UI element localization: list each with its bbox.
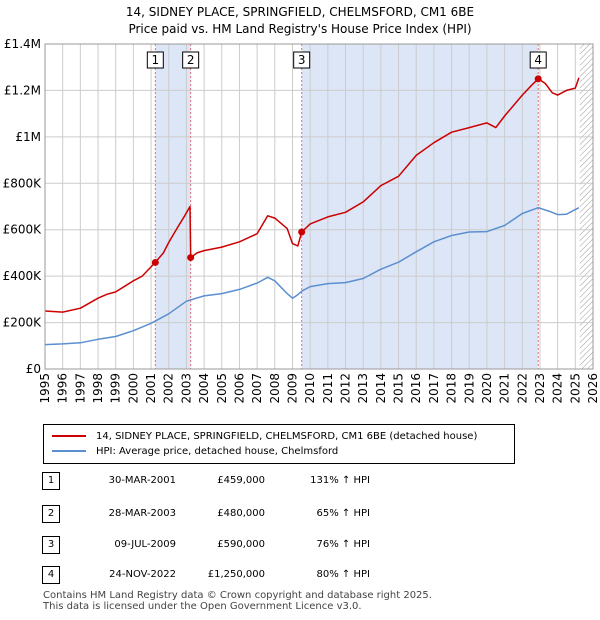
x-tick-label: 2015 bbox=[392, 373, 406, 404]
sale-hpi-change: 80% ↑ HPI bbox=[316, 569, 370, 580]
x-tick-label: 2007 bbox=[250, 373, 264, 404]
sale-number-badge: 3 bbox=[42, 536, 60, 554]
sale-hpi-change: 65% ↑ HPI bbox=[316, 508, 370, 519]
y-tick-label: £400K bbox=[3, 269, 43, 283]
shaded-period bbox=[155, 44, 191, 369]
x-tick-label: 2012 bbox=[339, 373, 353, 404]
x-tick-label: 2026 bbox=[586, 373, 600, 404]
y-tick-label: £1.2M bbox=[4, 83, 41, 97]
sale-date: 24-NOV-2022 bbox=[109, 569, 176, 580]
legend-swatch-property bbox=[52, 435, 86, 437]
x-tick-label: 2003 bbox=[179, 373, 193, 404]
y-tick-label: £1.4M bbox=[4, 37, 41, 51]
x-tick-label: 2013 bbox=[356, 373, 370, 404]
legend-item-hpi: HPI: Average price, detached house, Chel… bbox=[52, 445, 338, 459]
x-tick-label: 2000 bbox=[126, 373, 140, 404]
x-tick-label: 2011 bbox=[321, 373, 335, 404]
x-tick-label: 1999 bbox=[109, 373, 123, 404]
sale-point bbox=[534, 75, 542, 83]
plot-frame bbox=[44, 43, 594, 370]
x-tick-label: 2014 bbox=[374, 373, 388, 404]
sale-price: £459,000 bbox=[217, 475, 265, 486]
price-chart: 1 2 3 4 £0 £200K £400K £600K £800K £1M £1.2M £1.4M… bbox=[3, 37, 600, 404]
x-tick-label: 2021 bbox=[498, 373, 512, 404]
x-tick-label: 2010 bbox=[303, 373, 317, 404]
x-tick-label: 1997 bbox=[73, 373, 87, 404]
sale-number-badge: 1 bbox=[42, 472, 60, 490]
y-tick-label: £800K bbox=[3, 176, 43, 190]
sale-point bbox=[187, 254, 195, 262]
x-tick-label: 2022 bbox=[515, 373, 529, 404]
sale-point bbox=[151, 258, 159, 266]
x-tick-label: 2017 bbox=[427, 373, 441, 404]
legend-label-hpi: HPI: Average price, detached house, Chel… bbox=[96, 446, 339, 457]
sale-row: 1 30-MAR-2001 £459,000 131% ↑ HPI bbox=[42, 472, 462, 492]
sale-row: 4 24-NOV-2022 £1,250,000 80% ↑ HPI bbox=[42, 566, 462, 586]
y-tick-label: £1M bbox=[15, 130, 41, 144]
x-tick-label: 2024 bbox=[551, 373, 565, 404]
x-tick-label: 2005 bbox=[215, 373, 229, 404]
footer-line-2: This data is licensed under the Open Gov… bbox=[43, 601, 362, 612]
x-tick-label: 2002 bbox=[162, 373, 176, 404]
forecast-hatch bbox=[579, 44, 593, 369]
sale-number-badge: 2 bbox=[42, 505, 60, 523]
chart-title: 14, SIDNEY PLACE, SPRINGFIELD, CHELMSFOR… bbox=[0, 4, 600, 38]
x-tick-label: 1996 bbox=[56, 373, 70, 404]
sale-hpi-change: 131% ↑ HPI bbox=[310, 475, 370, 486]
sale-marker-box bbox=[293, 51, 311, 69]
sale-price: £480,000 bbox=[217, 508, 265, 519]
x-tick-label: 2019 bbox=[462, 373, 476, 404]
sale-price: £590,000 bbox=[217, 539, 265, 550]
legend-item-property: 14, SIDNEY PLACE, SPRINGFIELD, CHELMSFOR… bbox=[52, 430, 477, 444]
legend-label-property: 14, SIDNEY PLACE, SPRINGFIELD, CHELMSFOR… bbox=[96, 431, 478, 442]
legend: 14, SIDNEY PLACE, SPRINGFIELD, CHELMSFOR… bbox=[43, 424, 515, 464]
x-tick-label: 1998 bbox=[91, 373, 105, 404]
x-tick-label: 1995 bbox=[38, 373, 52, 404]
sale-price: £1,250,000 bbox=[207, 569, 265, 580]
sale-row: 2 28-MAR-2003 £480,000 65% ↑ HPI bbox=[42, 505, 462, 525]
sale-marker-box bbox=[182, 51, 200, 69]
x-tick-label: 2020 bbox=[480, 373, 494, 404]
title-line-1: 14, SIDNEY PLACE, SPRINGFIELD, CHELMSFOR… bbox=[125, 5, 475, 19]
shaded-period bbox=[301, 44, 539, 369]
y-tick-label: £600K bbox=[3, 223, 43, 237]
x-tick-label: 2009 bbox=[285, 373, 299, 404]
sale-date: 28-MAR-2003 bbox=[108, 508, 176, 519]
x-tick-label: 2016 bbox=[409, 373, 423, 404]
footer-line-1: Contains HM Land Registry data © Crown c… bbox=[43, 590, 432, 601]
legend-swatch-hpi bbox=[52, 450, 86, 452]
sale-date: 30-MAR-2001 bbox=[108, 475, 176, 486]
sale-hpi-change: 76% ↑ HPI bbox=[316, 539, 370, 550]
sale-number-badge: 4 bbox=[42, 566, 60, 584]
sale-marker-label: 3 bbox=[298, 53, 306, 67]
sale-marker-label: 1 bbox=[151, 53, 159, 67]
footer-attribution: Contains HM Land Registry data © Crown c… bbox=[43, 590, 432, 612]
x-tick-label: 2008 bbox=[268, 373, 282, 404]
sale-marker-label: 4 bbox=[534, 53, 542, 67]
x-tick-label: 2006 bbox=[232, 373, 246, 404]
hpi-line bbox=[44, 206, 580, 346]
x-tick-label: 2023 bbox=[533, 373, 547, 404]
x-tick-label: 2004 bbox=[197, 373, 211, 404]
y-tick-label: £200K bbox=[3, 316, 43, 330]
sale-date: 09-JUL-2009 bbox=[114, 539, 176, 550]
sale-point bbox=[298, 228, 306, 236]
x-tick-label: 2025 bbox=[568, 373, 582, 404]
x-tick-label: 2001 bbox=[144, 373, 158, 404]
x-tick-label: 2018 bbox=[445, 373, 459, 404]
sale-marker-box bbox=[529, 51, 547, 69]
sale-marker-box bbox=[146, 51, 164, 69]
sale-row: 3 09-JUL-2009 £590,000 76% ↑ HPI bbox=[42, 536, 462, 556]
y-tick-label: £0 bbox=[26, 362, 41, 376]
title-line-2: Price paid vs. HM Land Registry's House … bbox=[128, 22, 472, 36]
sale-marker-label: 2 bbox=[187, 53, 195, 67]
